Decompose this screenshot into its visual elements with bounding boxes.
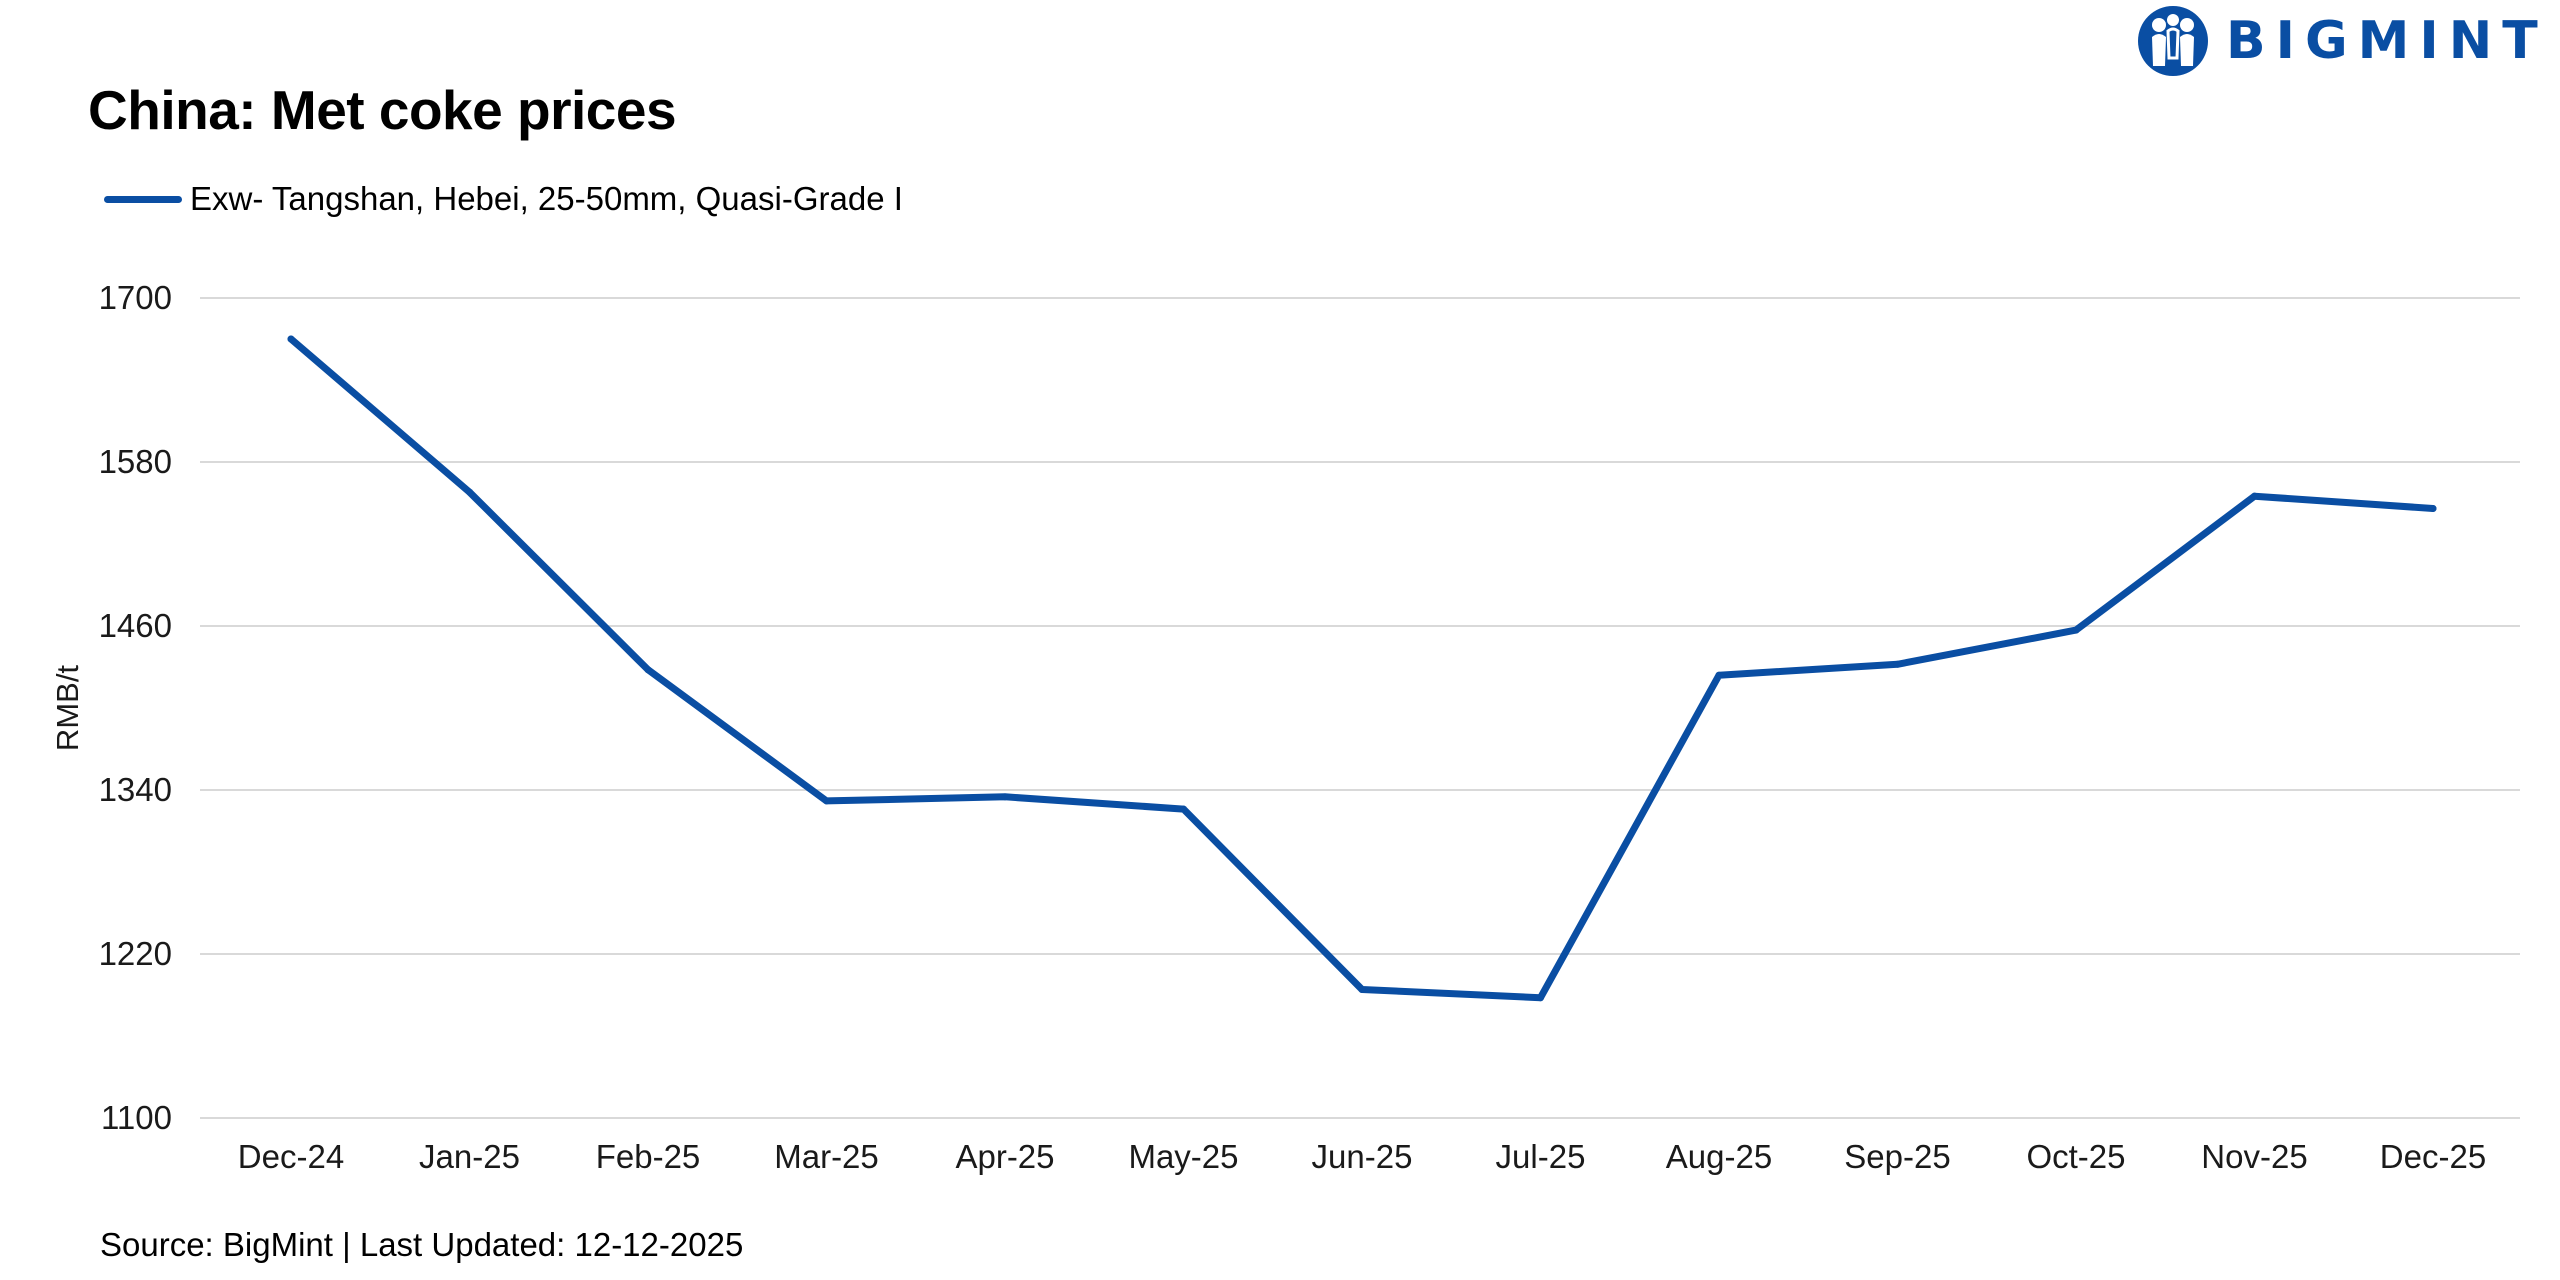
data-point: [1537, 994, 1544, 1002]
chart-title: China: Met coke prices: [88, 79, 677, 141]
series-lines: [287, 335, 2437, 1002]
data-point: [1715, 671, 1723, 679]
y-tick-label: 1340: [99, 771, 172, 808]
legend: Exw- Tangshan, Hebei, 25-50mm, Quasi-Gra…: [104, 180, 903, 218]
x-tick-label: Dec-24: [238, 1138, 344, 1175]
x-tick-label: Apr-25: [955, 1138, 1054, 1175]
y-tick-label: 1100: [101, 1099, 172, 1136]
y-tick-label: 1460: [99, 607, 172, 644]
x-tick-label: Nov-25: [2201, 1138, 2307, 1175]
legend-label: Exw- Tangshan, Hebei, 25-50mm, Quasi-Gra…: [190, 180, 903, 217]
data-point: [823, 797, 830, 805]
x-tick-label: Sep-25: [1844, 1138, 1950, 1175]
x-tick-label: Jun-25: [1312, 1138, 1413, 1175]
x-axis-ticks: Dec-24 Jan-25 Feb-25 Mar-25 Apr-25 May-25 Jun-…: [238, 1138, 2486, 1175]
x-tick-label: Aug-25: [1666, 1138, 1772, 1175]
x-tick-label: May-25: [1128, 1138, 1238, 1175]
data-point: [1001, 793, 1009, 801]
x-tick-label: Jul-25: [1496, 1138, 1586, 1175]
data-point: [1894, 660, 1901, 668]
data-point: [1180, 805, 1187, 813]
data-point: [2251, 492, 2258, 500]
y-tick-label: 1700: [99, 279, 172, 316]
y-tick-label: 1580: [99, 443, 172, 480]
brand-logo: BIGMINT: [2136, 4, 2548, 78]
brand-wordmark: BIGMINT: [2226, 11, 2548, 71]
x-tick-label: Mar-25: [774, 1138, 879, 1175]
legend-swatch: [104, 195, 182, 203]
gridlines: [200, 297, 2520, 1119]
data-point: [1358, 986, 1366, 994]
x-tick-label: Oct-25: [2026, 1138, 2125, 1175]
y-axis-title: RMB/t: [50, 665, 85, 752]
data-point: [466, 488, 473, 496]
data-point: [2429, 504, 2437, 512]
data-point: [287, 335, 295, 343]
data-point: [2072, 626, 2080, 634]
data-point: [644, 666, 652, 674]
series-line: [287, 335, 2437, 1002]
y-axis-ticks: 1100 1220 1340 1460 1580 1700: [99, 279, 172, 1136]
source-note: Source: BigMint | Last Updated: 12-12-20…: [100, 1226, 744, 1263]
y-tick-label: 1220: [99, 935, 172, 972]
x-tick-label: Dec-25: [2380, 1138, 2486, 1175]
bigmint-people-globe-icon: [2138, 6, 2208, 76]
x-tick-label: Jan-25: [419, 1138, 520, 1175]
x-tick-label: Feb-25: [596, 1138, 701, 1175]
